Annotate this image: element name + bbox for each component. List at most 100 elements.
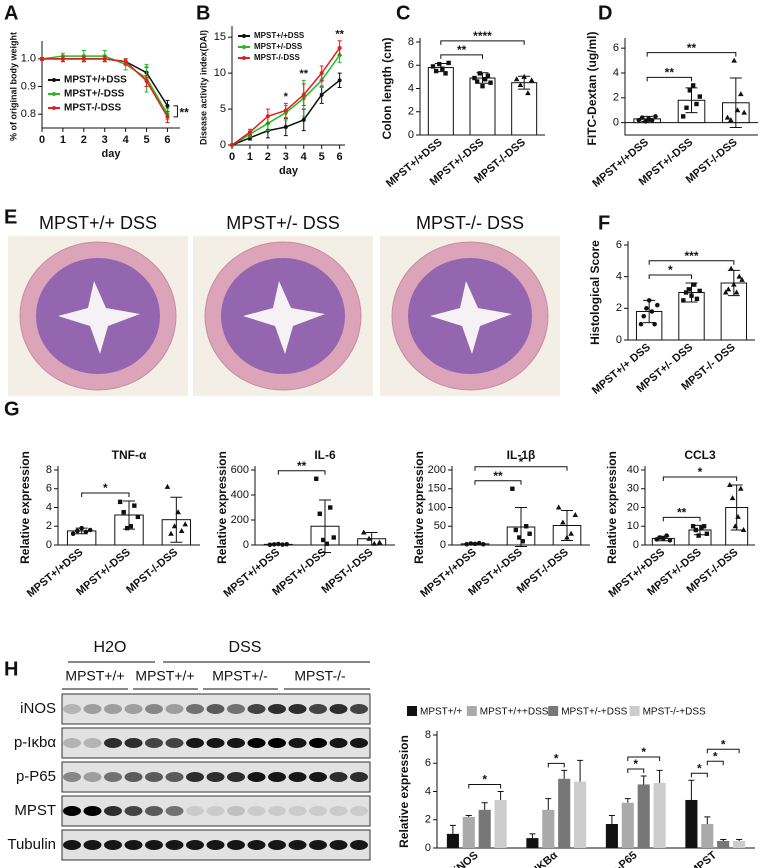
blot-band xyxy=(288,704,307,714)
blot-row-label: p-P65 xyxy=(16,768,56,785)
significance-label: * xyxy=(668,263,673,277)
data-point xyxy=(70,531,76,537)
data-point xyxy=(165,103,170,108)
data-point xyxy=(644,306,649,311)
data-point xyxy=(692,282,697,287)
significance-label: * xyxy=(519,455,524,469)
data-point xyxy=(638,321,644,327)
tissue-lumen xyxy=(243,281,325,354)
y-tick-label: 5 xyxy=(220,103,226,115)
significance-bracket xyxy=(468,784,502,789)
blot-band xyxy=(288,772,307,782)
x-tick-label: 4 xyxy=(301,151,308,163)
data-point xyxy=(739,276,745,282)
blot-band xyxy=(268,704,286,714)
data-point xyxy=(430,64,436,69)
blot-band xyxy=(206,704,225,714)
significance-bracket xyxy=(277,470,326,475)
y-tick-label: 4 xyxy=(613,67,619,79)
data-point xyxy=(321,537,326,543)
y-tick-label: 20 xyxy=(627,501,639,513)
bar xyxy=(542,809,555,848)
bar xyxy=(733,840,746,848)
significance-label: ** xyxy=(677,505,687,519)
y-tick-label: 6 xyxy=(613,42,619,54)
blot-row-label: Tubulin xyxy=(7,836,56,853)
significance-bracket xyxy=(690,772,708,778)
data-point xyxy=(728,117,734,123)
y-tick-label: 200 xyxy=(231,514,249,526)
data-point xyxy=(135,514,141,520)
error-bar xyxy=(515,507,527,547)
y-tick-label: 0 xyxy=(243,539,249,551)
data-point xyxy=(527,531,532,536)
data-point xyxy=(517,535,522,540)
panel-letter: C xyxy=(396,2,410,24)
data-point xyxy=(664,533,669,538)
x-tick-label: 6 xyxy=(164,134,170,146)
y-tick-label: 4 xyxy=(425,785,431,797)
significance-label: * xyxy=(698,465,703,479)
blot-band xyxy=(247,806,266,816)
y-axis-label: Relative expression xyxy=(18,451,32,564)
blot-band xyxy=(350,772,368,782)
y-tick-label: 8 xyxy=(425,729,431,741)
bar xyxy=(621,802,634,848)
data-point xyxy=(328,505,333,510)
legend-swatch xyxy=(52,106,56,110)
data-point xyxy=(528,77,535,83)
error-bar xyxy=(476,72,489,84)
data-point xyxy=(729,495,736,501)
error-bar xyxy=(720,839,727,841)
data-point xyxy=(83,529,89,535)
blot-band xyxy=(186,772,204,782)
data-point xyxy=(480,83,485,89)
data-point xyxy=(319,71,324,76)
data-point xyxy=(477,71,483,76)
data-point xyxy=(686,287,691,292)
data-point xyxy=(683,290,689,295)
y-tick-label: 0.8 xyxy=(21,108,36,120)
error-bar xyxy=(449,824,456,834)
significance-label: ** xyxy=(297,459,307,473)
error-bar xyxy=(694,524,706,536)
y-tick-label: 0 xyxy=(440,539,446,551)
significance-label: * xyxy=(482,773,487,787)
y-axis-label: Disease activity index(DAI) xyxy=(198,30,208,145)
blot-band xyxy=(309,840,327,850)
blot-band xyxy=(329,772,348,782)
blot-band xyxy=(309,772,327,782)
y-tick-label: 8 xyxy=(408,36,414,48)
data-point xyxy=(680,114,686,119)
significance-label: *** xyxy=(684,249,698,263)
blot-band xyxy=(165,738,184,748)
x-axis-label: day xyxy=(279,165,299,177)
tissue-lumen xyxy=(430,281,512,354)
tissue-lumen xyxy=(58,281,140,354)
blot-band xyxy=(83,806,102,816)
significance-bracket xyxy=(662,516,701,522)
blot-band xyxy=(227,772,245,782)
blot-band xyxy=(124,738,143,748)
data-point xyxy=(123,59,128,64)
histology-title: MPST+/+ DSS xyxy=(39,213,157,233)
error-bar xyxy=(656,769,663,784)
x-tick-label: iNOS xyxy=(452,849,480,868)
y-tick-label: 4 xyxy=(46,501,52,513)
y-tick-label: 15 xyxy=(214,31,226,43)
data-point xyxy=(132,503,137,508)
blot-band xyxy=(206,772,225,782)
blot-band xyxy=(206,840,225,850)
error-bar xyxy=(481,802,488,810)
blot-band xyxy=(309,806,327,816)
legend-swatch xyxy=(242,34,246,38)
legend-swatch xyxy=(52,78,56,82)
blot-band xyxy=(227,704,245,714)
blot-band xyxy=(124,772,143,782)
histology-title: MPST+/- DSS xyxy=(226,213,340,233)
data-point xyxy=(472,75,477,81)
error-bar xyxy=(465,815,472,817)
significance-bracket xyxy=(474,466,568,471)
blot-band xyxy=(206,806,225,816)
error-bar xyxy=(529,833,536,839)
